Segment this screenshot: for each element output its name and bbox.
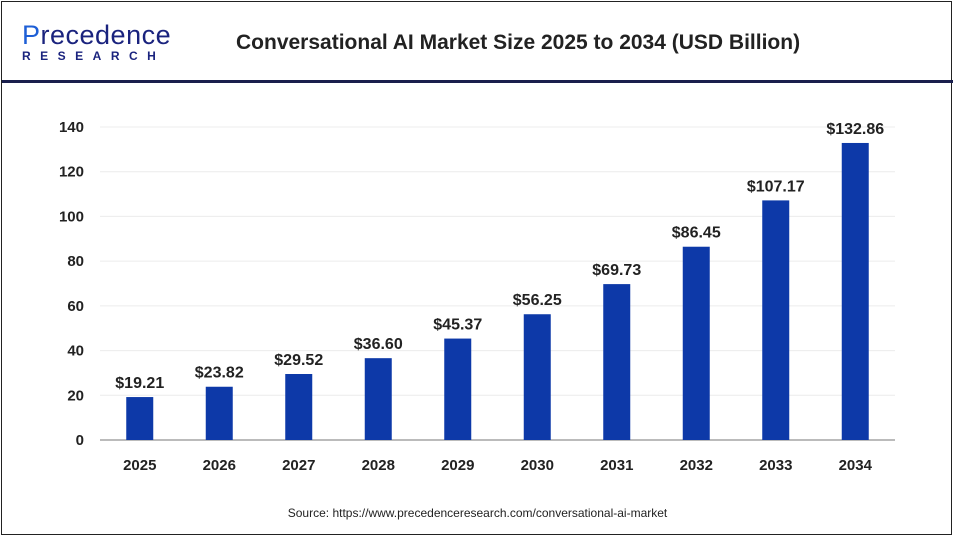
data-label: $45.37 [433, 317, 482, 334]
data-label: $69.73 [592, 262, 641, 279]
bar-2034 [841, 142, 869, 440]
bar-2030 [523, 314, 551, 440]
x-tick-label: 2032 [680, 457, 713, 474]
data-label: $36.60 [354, 336, 403, 353]
logo-name-top: Precedence [22, 20, 172, 50]
data-label: $107.17 [747, 178, 805, 195]
bar-2031 [603, 284, 631, 440]
x-tick-label: 2028 [362, 457, 395, 474]
logo-name-bottom: RESEARCH [22, 49, 166, 63]
x-tick-label: 2025 [123, 457, 156, 474]
x-tick-label: 2031 [600, 457, 633, 474]
x-tick-label: 2030 [521, 457, 554, 474]
bar-2025 [126, 397, 154, 440]
y-tick-label: 0 [76, 432, 84, 449]
y-tick-label: 60 [67, 298, 84, 315]
bar-2033 [762, 200, 790, 440]
data-label: $29.52 [274, 352, 323, 369]
y-tick-label: 120 [59, 164, 84, 181]
x-tick-label: 2033 [759, 457, 792, 474]
x-tick-label: 2027 [282, 457, 315, 474]
data-label: $86.45 [672, 225, 721, 242]
source-note: Source: https://www.precedenceresearch.c… [287, 506, 668, 520]
data-label: $56.25 [513, 292, 562, 309]
data-label: $23.82 [195, 365, 244, 382]
y-tick-label: 40 [67, 343, 84, 360]
y-tick-label: 140 [59, 119, 84, 136]
data-label: $132.86 [826, 121, 884, 138]
bar-2028 [364, 358, 392, 440]
x-tick-label: 2026 [203, 457, 236, 474]
y-tick-label: 100 [59, 208, 84, 225]
y-tick-label: 80 [67, 253, 84, 270]
bar-2032 [682, 246, 710, 440]
bar-2029 [444, 338, 472, 440]
y-tick-label: 20 [67, 387, 84, 404]
chart-title: Conversational AI Market Size 2025 to 20… [236, 31, 801, 54]
bar-2026 [205, 386, 233, 440]
data-label: $19.21 [115, 375, 164, 392]
header-divider [2, 80, 953, 83]
x-tick-label: 2034 [839, 457, 873, 474]
bar-2027 [285, 374, 313, 440]
precedence-research-logo: Precedence RESEARCH [22, 20, 172, 64]
x-tick-label: 2029 [441, 457, 474, 474]
